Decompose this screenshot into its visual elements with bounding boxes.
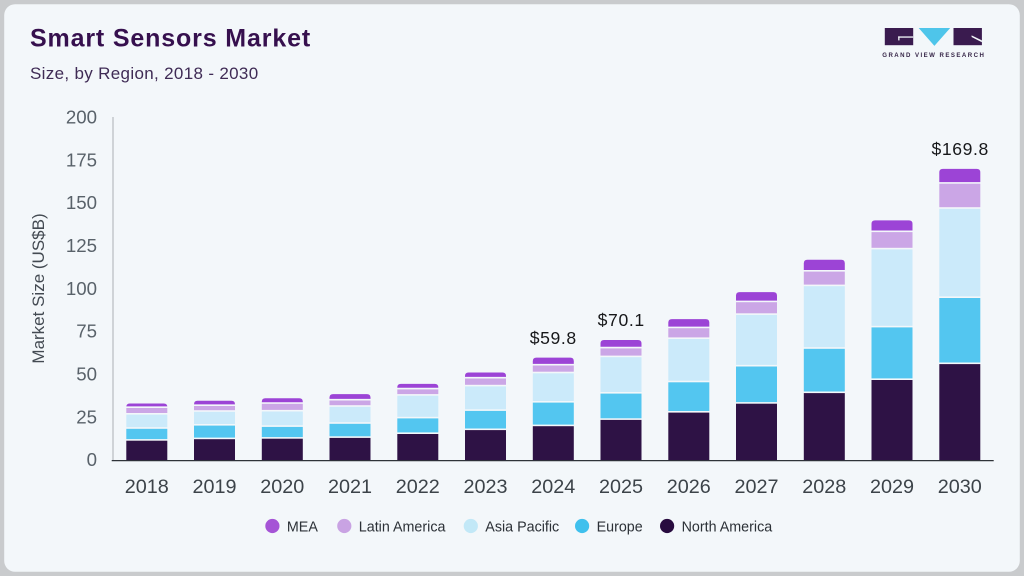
svg-text:2021: 2021 — [328, 476, 372, 498]
svg-text:200: 200 — [66, 107, 97, 128]
svg-text:75: 75 — [76, 321, 97, 342]
svg-text:2029: 2029 — [870, 476, 914, 498]
svg-text:2028: 2028 — [802, 476, 846, 498]
svg-text:2023: 2023 — [463, 476, 507, 498]
svg-text:50: 50 — [76, 364, 97, 385]
svg-text:2030: 2030 — [938, 476, 982, 498]
svg-text:100: 100 — [66, 278, 97, 299]
svg-text:Size, by Region, 2018 - 2030: Size, by Region, 2018 - 2030 — [30, 64, 259, 83]
svg-text:Smart Sensors Market: Smart Sensors Market — [30, 25, 311, 53]
svg-text:GRAND VIEW RESEARCH: GRAND VIEW RESEARCH — [882, 52, 985, 59]
svg-text:North America: North America — [682, 519, 773, 535]
svg-text:Latin America: Latin America — [359, 519, 446, 535]
svg-text:2018: 2018 — [125, 476, 169, 498]
svg-text:2026: 2026 — [667, 476, 711, 498]
svg-text:25: 25 — [76, 406, 97, 427]
svg-text:2019: 2019 — [192, 476, 236, 498]
svg-text:$70.1: $70.1 — [598, 310, 645, 330]
svg-text:2022: 2022 — [396, 476, 440, 498]
svg-text:0: 0 — [87, 449, 97, 470]
svg-text:150: 150 — [66, 192, 97, 213]
svg-text:Asia Pacific: Asia Pacific — [485, 519, 559, 535]
svg-text:2020: 2020 — [260, 476, 304, 498]
svg-text:125: 125 — [66, 235, 97, 256]
svg-text:2024: 2024 — [531, 476, 575, 498]
svg-text:2027: 2027 — [734, 476, 778, 498]
svg-text:Europe: Europe — [597, 519, 643, 535]
svg-text:MEA: MEA — [287, 519, 318, 535]
svg-text:$169.8: $169.8 — [931, 139, 988, 159]
svg-text:$59.8: $59.8 — [530, 328, 577, 348]
svg-text:Market Size (US$B): Market Size (US$B) — [29, 213, 48, 363]
svg-text:175: 175 — [66, 149, 97, 170]
svg-text:2025: 2025 — [599, 476, 643, 498]
